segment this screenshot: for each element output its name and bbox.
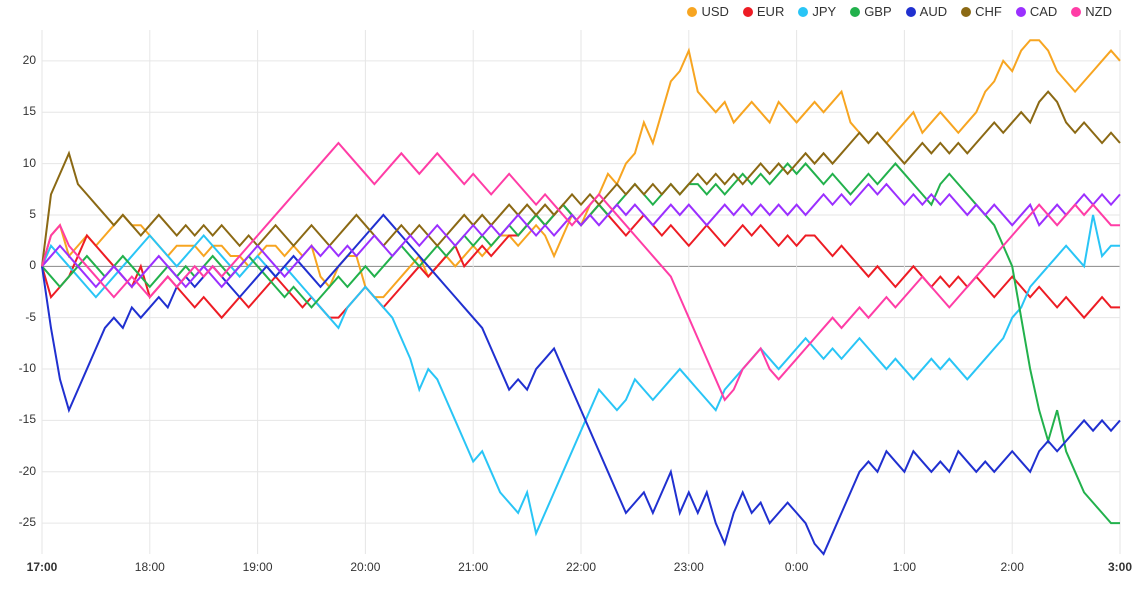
legend-marker-icon <box>1016 7 1026 17</box>
legend-label: JPY <box>812 4 836 19</box>
x-axis-tick-label: 0:00 <box>785 560 808 574</box>
x-axis-tick-label: 17:00 <box>27 560 58 574</box>
legend-item-jpy[interactable]: JPY <box>798 4 836 19</box>
x-axis-tick-label: 22:00 <box>566 560 596 574</box>
legend-item-gbp[interactable]: GBP <box>850 4 891 19</box>
legend-marker-icon <box>743 7 753 17</box>
legend-label: USD <box>701 4 728 19</box>
x-axis-tick-label: 21:00 <box>458 560 488 574</box>
x-axis-tick-label: 23:00 <box>674 560 704 574</box>
x-axis-tick-label: 3:00 <box>1108 560 1132 574</box>
legend-label: CHF <box>975 4 1002 19</box>
y-axis-tick-label: 0 <box>6 258 36 272</box>
legend-marker-icon <box>798 7 808 17</box>
legend-label: GBP <box>864 4 891 19</box>
legend-marker-icon <box>1071 7 1081 17</box>
legend-item-chf[interactable]: CHF <box>961 4 1002 19</box>
x-axis-tick-label: 19:00 <box>243 560 273 574</box>
x-axis-tick-label: 2:00 <box>1001 560 1024 574</box>
y-axis-tick-label: -25 <box>6 515 36 529</box>
legend-item-cad[interactable]: CAD <box>1016 4 1057 19</box>
y-axis-tick-label: -15 <box>6 412 36 426</box>
legend-label: NZD <box>1085 4 1112 19</box>
legend-marker-icon <box>850 7 860 17</box>
legend-marker-icon <box>687 7 697 17</box>
legend-item-aud[interactable]: AUD <box>906 4 947 19</box>
currency-chart: USD EUR JPY GBP AUD CHF CAD NZD -25 -20 -15 -10 -5 0… <box>0 0 1132 594</box>
legend-item-eur[interactable]: EUR <box>743 4 784 19</box>
y-axis-tick-label: 15 <box>6 104 36 118</box>
y-axis-tick-label: -5 <box>6 310 36 324</box>
y-axis-tick-label: 5 <box>6 207 36 221</box>
legend-item-usd[interactable]: USD <box>687 4 728 19</box>
legend-item-nzd[interactable]: NZD <box>1071 4 1112 19</box>
chart-legend: USD EUR JPY GBP AUD CHF CAD NZD <box>687 4 1112 19</box>
y-axis-tick-label: 10 <box>6 156 36 170</box>
y-axis-tick-label: -10 <box>6 361 36 375</box>
x-axis-tick-label: 20:00 <box>350 560 380 574</box>
y-axis-tick-label: 20 <box>6 53 36 67</box>
x-axis-tick-label: 1:00 <box>893 560 916 574</box>
y-axis-tick-label: -20 <box>6 464 36 478</box>
legend-label: CAD <box>1030 4 1057 19</box>
x-axis-tick-label: 18:00 <box>135 560 165 574</box>
legend-label: EUR <box>757 4 784 19</box>
legend-marker-icon <box>961 7 971 17</box>
legend-marker-icon <box>906 7 916 17</box>
chart-plot-area <box>0 0 1132 594</box>
legend-label: AUD <box>920 4 947 19</box>
